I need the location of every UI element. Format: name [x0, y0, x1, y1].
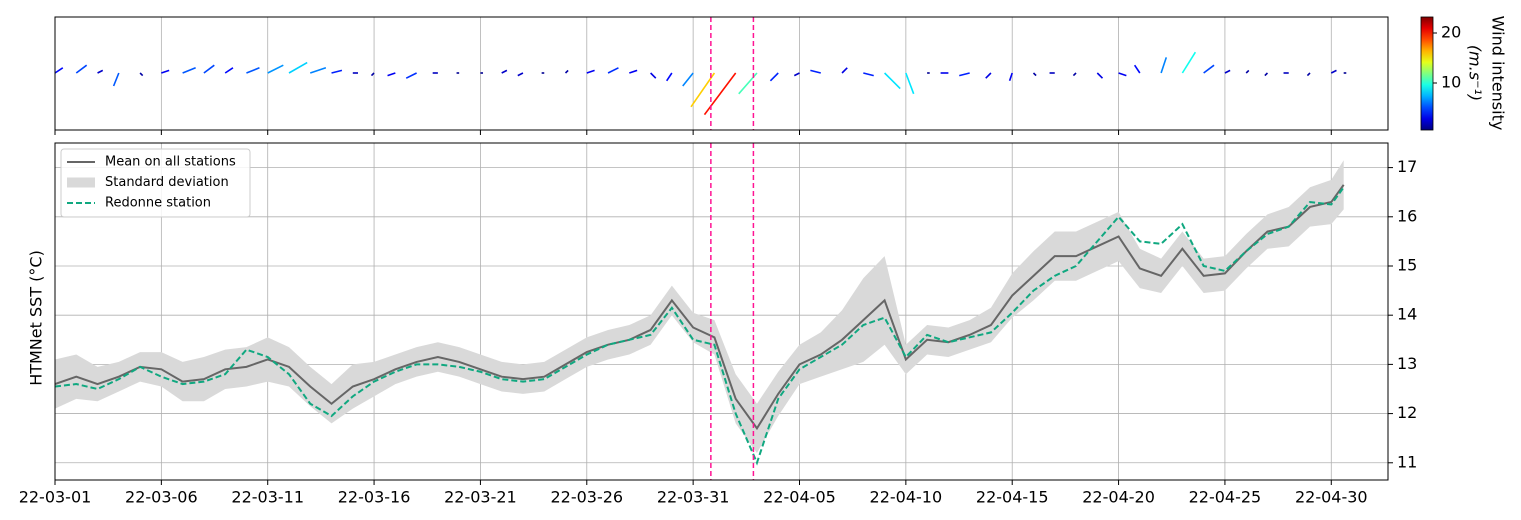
- wind-arrow: [112, 72, 120, 87]
- x-tick-label: 22-04-10: [870, 488, 943, 507]
- y-axis-label: HTMNet SST (°C): [27, 250, 46, 386]
- wind-arrow: [517, 72, 524, 77]
- wind-arrow: [863, 72, 874, 77]
- wind-arrow: [884, 72, 901, 90]
- wind-arrow: [54, 67, 64, 74]
- colorbar: [1420, 16, 1434, 131]
- wind-arrow: [703, 72, 737, 116]
- wind-arrow: [139, 72, 144, 77]
- wind-arrow: [310, 67, 327, 74]
- wind-arrow: [370, 72, 375, 77]
- x-tick-label: 22-03-31: [657, 488, 730, 507]
- wind-arrow: [985, 72, 992, 79]
- legend-label: Redonne station: [105, 196, 211, 211]
- wind-arrow: [1133, 64, 1141, 74]
- wind-arrow: [564, 69, 569, 74]
- axes-frame: [54, 16, 1389, 131]
- colorbar-unit: (m.s⁻¹): [1466, 45, 1485, 101]
- wind-arrow: [1096, 72, 1104, 79]
- wind-arrow: [1118, 72, 1127, 77]
- wind-arrow: [1160, 57, 1168, 74]
- x-tick-label: 22-03-21: [444, 488, 517, 507]
- wind-arrow: [682, 72, 694, 87]
- wind-arrow: [1330, 69, 1337, 74]
- wind-arrow: [405, 72, 417, 79]
- y-tick-label: 11: [1397, 452, 1417, 471]
- wind-arrow: [959, 72, 970, 77]
- x-tick-label: 22-04-25: [1189, 488, 1262, 507]
- plot-area: [55, 160, 1345, 466]
- wind-arrow: [629, 69, 638, 74]
- legend-swatch: [67, 177, 95, 188]
- wind-arrow: [690, 72, 716, 108]
- wind-arrow: [203, 64, 215, 74]
- wind-arrow: [387, 72, 396, 77]
- wind-arrow: [586, 69, 595, 74]
- legend-label: Standard deviation: [105, 175, 229, 190]
- wind-arrow: [75, 64, 88, 74]
- colorbar-label: Wind intensity: [1489, 16, 1508, 131]
- axes-frame: [54, 142, 1389, 481]
- wind-arrow: [607, 67, 619, 74]
- x-tick-label: 22-03-16: [338, 488, 411, 507]
- legend-label: Mean on all stations: [105, 155, 236, 170]
- wind-arrow: [246, 67, 260, 74]
- wind-arrow: [1224, 69, 1231, 74]
- wind-arrow: [182, 67, 196, 74]
- wind-arrow: [267, 64, 284, 74]
- wind-arrow: [769, 72, 779, 82]
- wind-arrow: [1032, 72, 1037, 77]
- colorbar-tick-label: 10: [1441, 73, 1461, 92]
- wind-arrow: [1203, 64, 1215, 74]
- wind-arrow: [793, 72, 800, 77]
- wind-arrow: [1008, 72, 1013, 82]
- x-tick-label: 22-03-01: [19, 488, 92, 507]
- x-tick-label: 22-04-20: [1082, 488, 1155, 507]
- colorbar-tick-label: 20: [1441, 23, 1461, 42]
- x-tick-label: 22-03-26: [550, 488, 623, 507]
- wind-arrow: [161, 69, 170, 74]
- legend-box: [60, 148, 251, 218]
- x-tick-label: 22-04-30: [1295, 488, 1368, 507]
- wind-arrow: [666, 72, 673, 82]
- x-tick-label: 22-04-05: [763, 488, 836, 507]
- y-tick-label: 12: [1397, 403, 1417, 422]
- y-tick-label: 13: [1397, 354, 1417, 373]
- wind-arrow: [1072, 72, 1077, 77]
- x-tick-label: 22-03-11: [231, 488, 304, 507]
- x-tick-label: 22-04-15: [976, 488, 1049, 507]
- wind-arrow: [650, 72, 657, 79]
- series-line: [55, 184, 1345, 431]
- wind-arrow: [841, 67, 848, 74]
- wind-arrow: [501, 69, 508, 74]
- wind-arrow: [1306, 72, 1311, 77]
- wind-arrow: [738, 72, 758, 95]
- wind-arrow: [1181, 51, 1197, 74]
- wind-arrow: [810, 69, 821, 74]
- wind-arrow: [1245, 69, 1250, 74]
- x-tick-label: 22-03-06: [125, 488, 198, 507]
- wind-arrow: [224, 67, 234, 74]
- wind-arrow: [97, 69, 104, 74]
- y-tick-label: 17: [1397, 157, 1417, 176]
- wind-arrow: [1264, 72, 1269, 77]
- wind-arrow: [905, 72, 915, 95]
- y-tick-label: 16: [1397, 206, 1417, 225]
- y-tick-label: 14: [1397, 305, 1417, 324]
- wind-arrow: [288, 61, 308, 74]
- y-tick-label: 15: [1397, 255, 1417, 274]
- wind-arrow: [331, 69, 343, 74]
